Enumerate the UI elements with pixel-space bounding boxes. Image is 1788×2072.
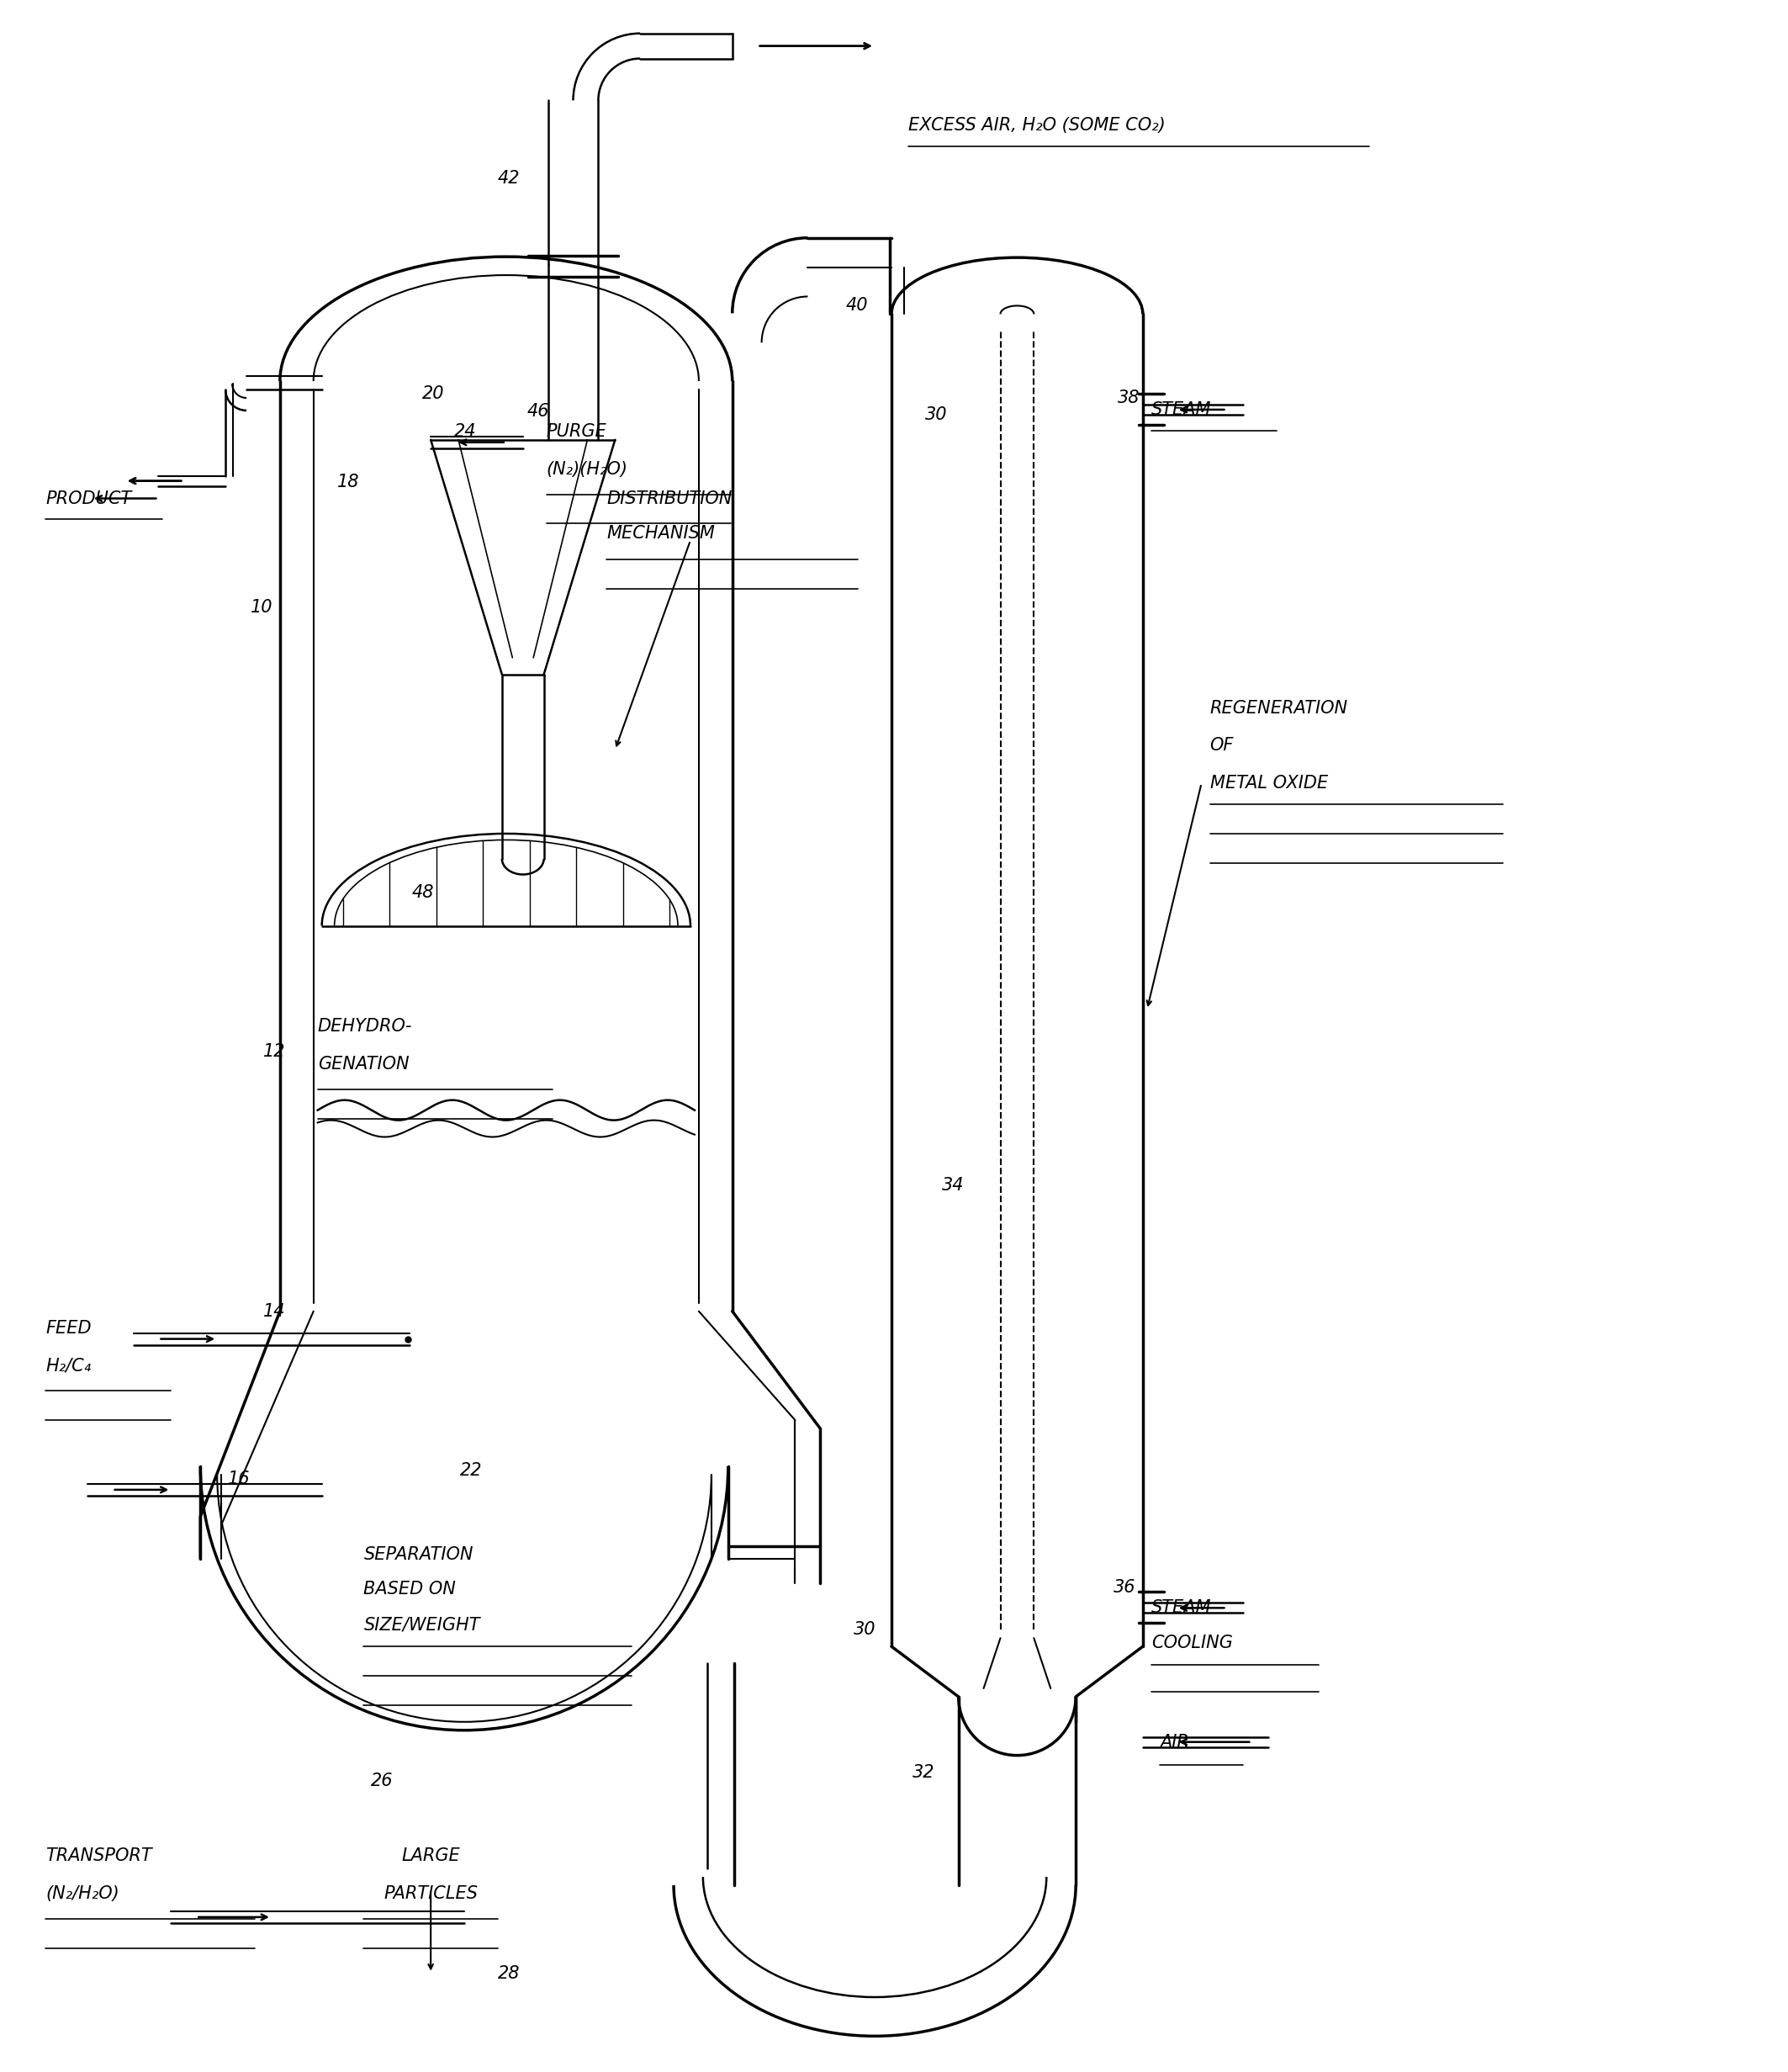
Text: MECHANISM: MECHANISM xyxy=(606,524,715,543)
Text: 14: 14 xyxy=(263,1303,286,1320)
Text: STEAM: STEAM xyxy=(1151,402,1210,419)
Text: DISTRIBUTION: DISTRIBUTION xyxy=(606,491,733,508)
Text: FEED: FEED xyxy=(45,1320,91,1336)
Text: BASED ON: BASED ON xyxy=(363,1581,456,1598)
Text: 40: 40 xyxy=(846,296,867,315)
Text: OF: OF xyxy=(1210,738,1234,754)
Text: 10: 10 xyxy=(250,599,274,615)
Text: 46: 46 xyxy=(527,402,549,421)
Text: COOLING: COOLING xyxy=(1151,1635,1232,1651)
Text: 16: 16 xyxy=(229,1471,250,1488)
Text: REGENERATION: REGENERATION xyxy=(1210,700,1348,717)
Text: PRODUCT: PRODUCT xyxy=(45,491,131,508)
Text: H₂/C₄: H₂/C₄ xyxy=(45,1357,91,1374)
Text: EXCESS AIR, H₂O (SOME CO₂): EXCESS AIR, H₂O (SOME CO₂) xyxy=(908,118,1166,135)
Text: 26: 26 xyxy=(370,1772,393,1788)
Text: PURGE: PURGE xyxy=(547,423,606,439)
Text: 30: 30 xyxy=(924,406,948,423)
Text: 48: 48 xyxy=(411,885,434,901)
Text: (N₂)(H₂O): (N₂)(H₂O) xyxy=(547,460,628,477)
Text: 22: 22 xyxy=(460,1463,483,1479)
Text: (N₂/H₂O): (N₂/H₂O) xyxy=(45,1886,120,1902)
Text: GENATION: GENATION xyxy=(318,1055,409,1073)
Text: LARGE: LARGE xyxy=(402,1848,460,1865)
Text: 18: 18 xyxy=(336,472,359,491)
Text: 24: 24 xyxy=(454,423,476,439)
Text: 34: 34 xyxy=(942,1177,964,1193)
Text: 36: 36 xyxy=(1114,1579,1135,1595)
Text: AIR: AIR xyxy=(1160,1734,1189,1751)
Text: TRANSPORT: TRANSPORT xyxy=(45,1848,152,1865)
Text: PARTICLES: PARTICLES xyxy=(384,1886,477,1902)
Text: DEHYDRO-: DEHYDRO- xyxy=(318,1017,413,1034)
Text: SIZE/WEIGHT: SIZE/WEIGHT xyxy=(363,1616,481,1633)
Text: 28: 28 xyxy=(497,1964,520,1981)
Text: 38: 38 xyxy=(1118,390,1141,406)
Text: 20: 20 xyxy=(422,385,445,402)
Text: 42: 42 xyxy=(497,170,520,186)
Text: 32: 32 xyxy=(912,1763,935,1780)
Text: 30: 30 xyxy=(855,1620,876,1639)
Text: 12: 12 xyxy=(263,1042,286,1061)
Text: STEAM: STEAM xyxy=(1151,1600,1210,1616)
Text: SEPARATION: SEPARATION xyxy=(363,1546,474,1562)
Text: METAL OXIDE: METAL OXIDE xyxy=(1210,775,1328,792)
